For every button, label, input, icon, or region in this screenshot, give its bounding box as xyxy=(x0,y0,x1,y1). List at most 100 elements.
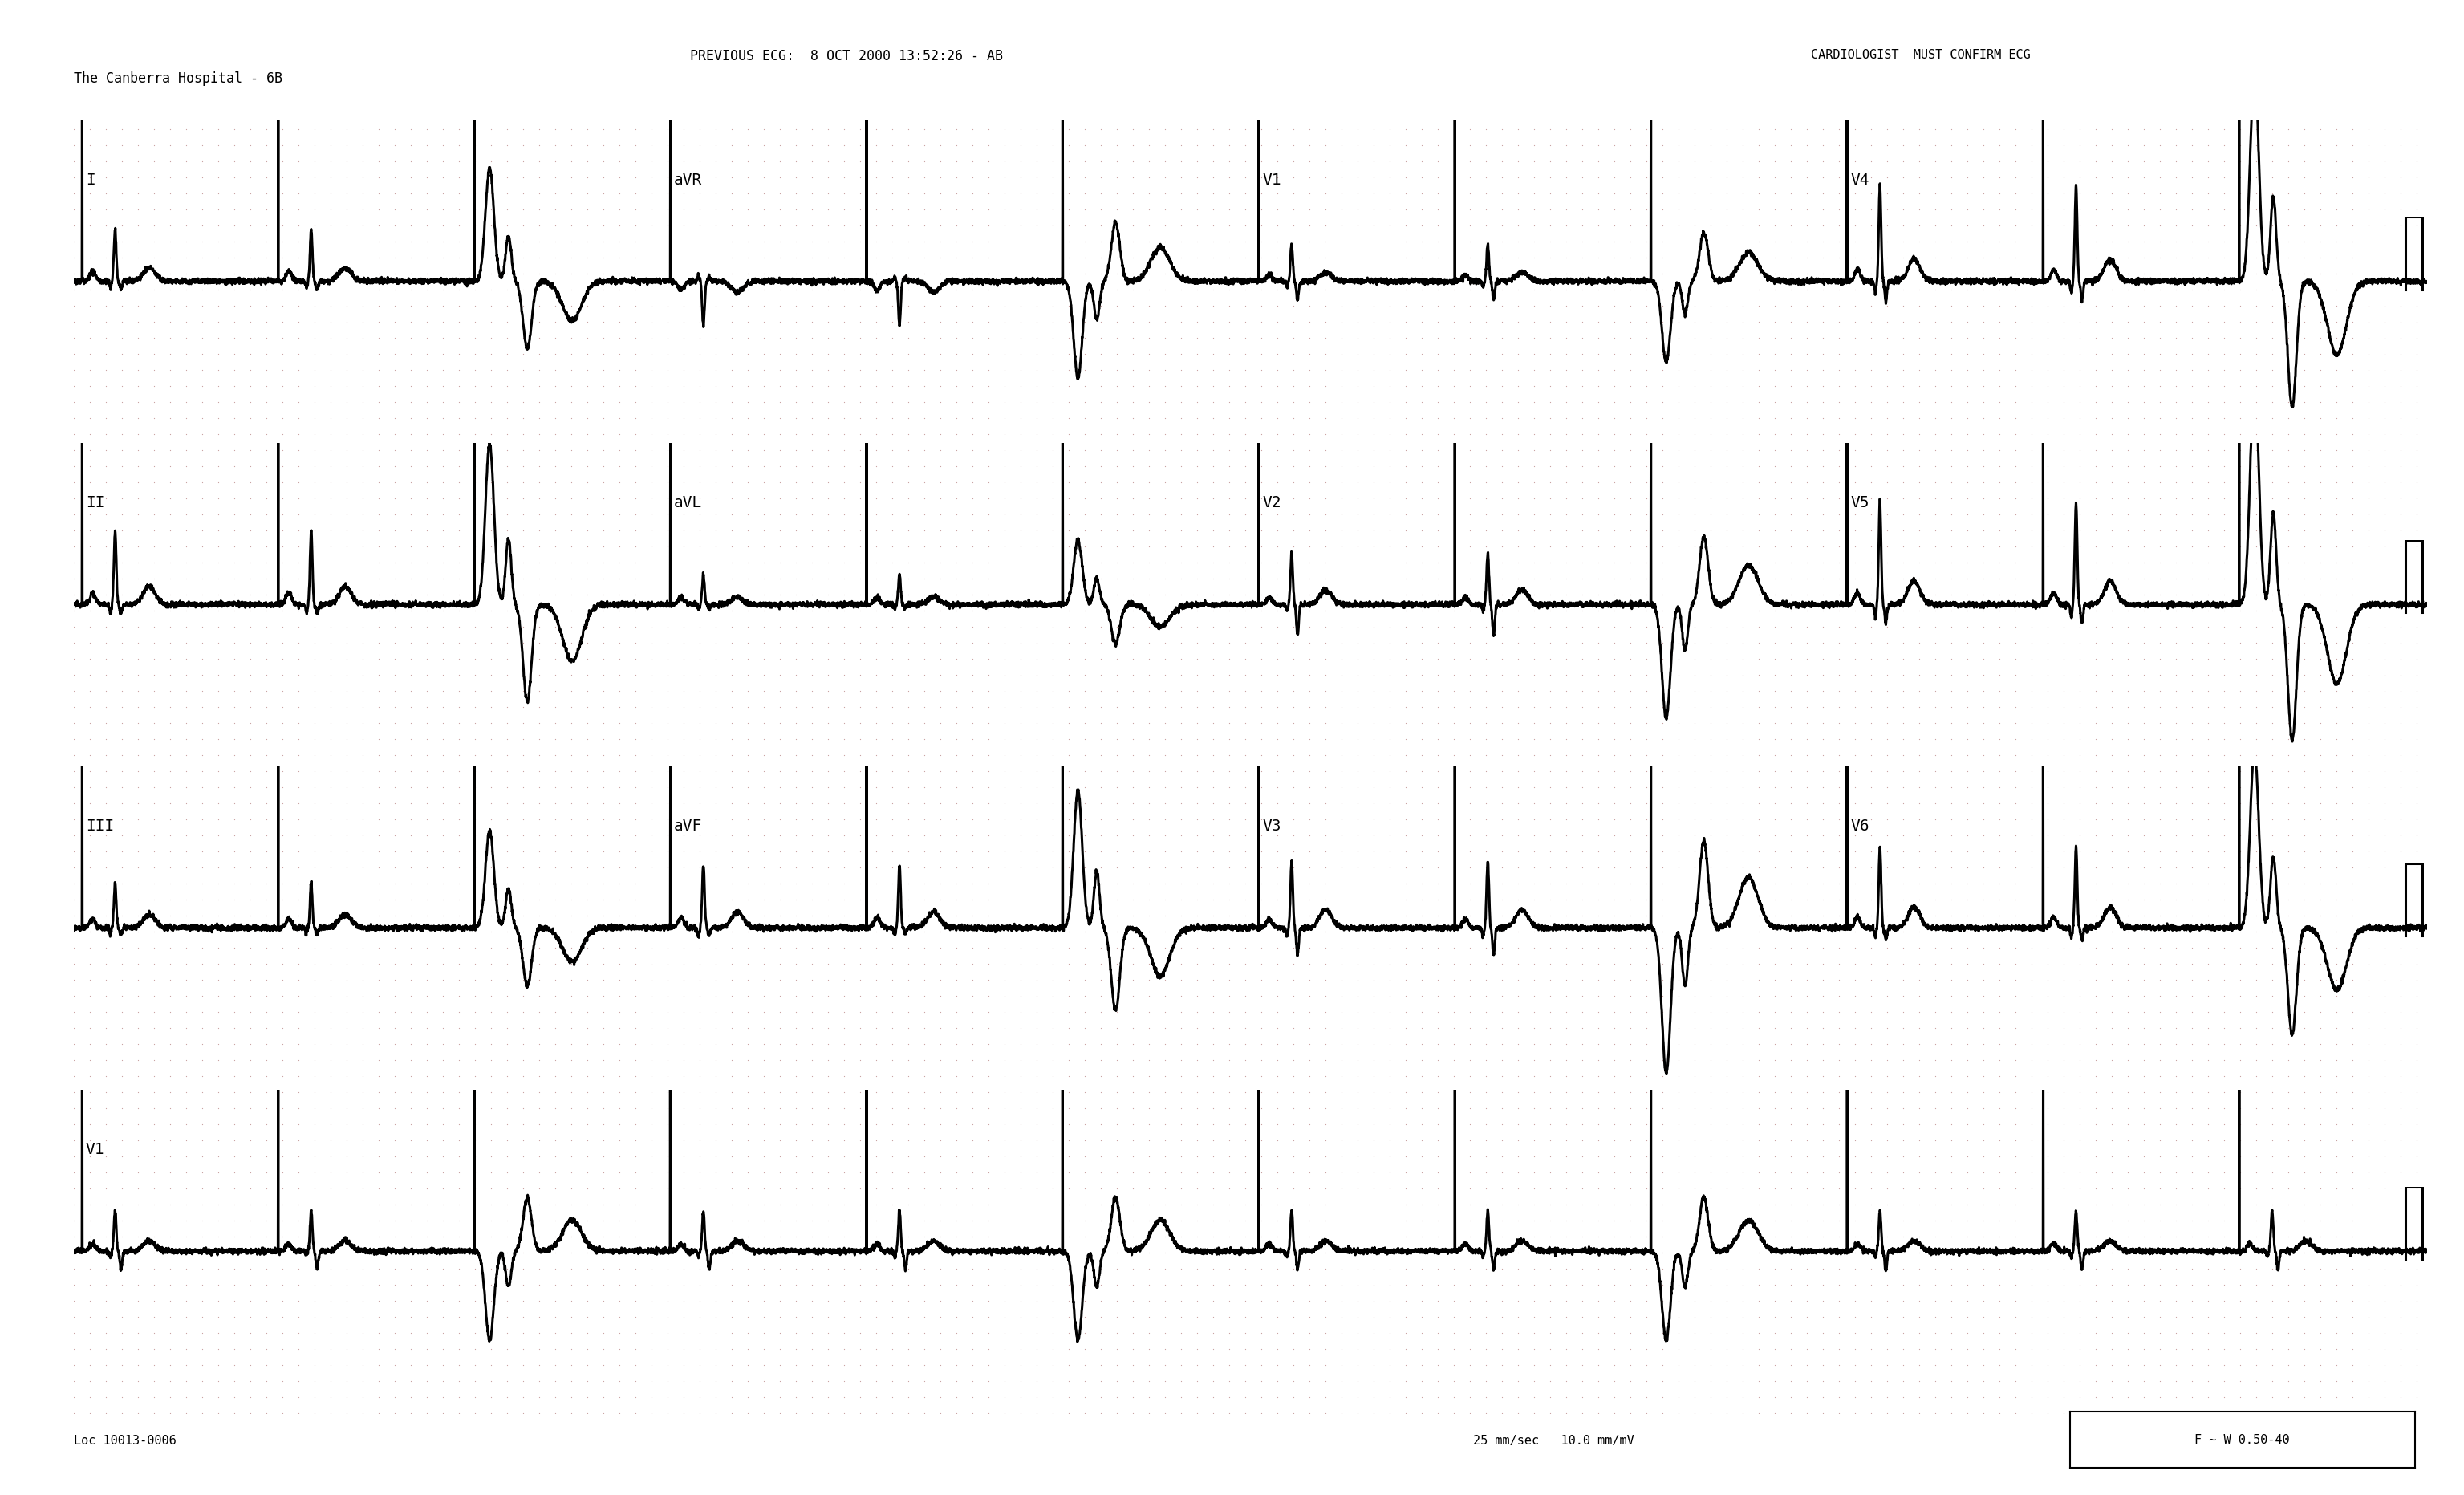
Point xyxy=(712,1015,752,1039)
Point xyxy=(2301,695,2341,719)
Point xyxy=(1242,309,1281,333)
Point xyxy=(1402,197,1441,221)
Point xyxy=(599,1079,638,1103)
Point xyxy=(1096,1160,1136,1184)
Point xyxy=(375,903,414,927)
Point xyxy=(1850,727,1890,750)
Point xyxy=(2333,727,2373,750)
Point xyxy=(697,1064,737,1088)
Point xyxy=(2220,1127,2259,1151)
Point xyxy=(2060,727,2099,750)
Point xyxy=(2269,872,2309,896)
Point xyxy=(168,1079,207,1103)
Point xyxy=(375,164,414,188)
Point xyxy=(2220,1208,2259,1232)
Point xyxy=(1836,197,1875,221)
Point xyxy=(375,1272,414,1296)
Point xyxy=(246,791,286,815)
Point xyxy=(2045,1127,2085,1151)
Point xyxy=(1338,903,1377,927)
Point xyxy=(890,951,929,975)
Point xyxy=(1932,1160,1971,1184)
Point xyxy=(103,550,143,574)
Point xyxy=(2156,117,2195,141)
Point xyxy=(968,727,1008,750)
Point xyxy=(552,743,591,767)
Point xyxy=(1338,1127,1377,1151)
Point xyxy=(2028,951,2067,975)
Point xyxy=(103,759,143,783)
Point xyxy=(136,1177,175,1200)
Point xyxy=(1498,1144,1538,1168)
Point xyxy=(392,150,431,173)
Point xyxy=(54,807,94,831)
Point xyxy=(1338,791,1377,815)
Point xyxy=(1355,309,1395,333)
Point xyxy=(648,438,687,462)
Point xyxy=(712,695,752,719)
Point xyxy=(2365,1096,2405,1120)
Point xyxy=(103,791,143,815)
Point xyxy=(1225,679,1264,703)
Point xyxy=(2124,727,2163,750)
Point xyxy=(1434,357,1473,381)
Point xyxy=(1515,855,1555,879)
Point xyxy=(1355,278,1395,302)
Point xyxy=(296,1272,335,1296)
Point xyxy=(567,1337,606,1360)
Point xyxy=(182,855,222,879)
Point xyxy=(296,454,335,478)
Point xyxy=(648,293,687,317)
Point xyxy=(278,133,318,157)
Point xyxy=(1146,710,1185,734)
Point xyxy=(150,727,190,750)
Point xyxy=(342,984,382,1008)
Point xyxy=(1289,903,1328,927)
Point xyxy=(697,1144,737,1168)
Point xyxy=(936,502,976,526)
Point xyxy=(904,1064,944,1088)
Point xyxy=(1064,582,1104,605)
Point xyxy=(872,374,912,398)
Point xyxy=(890,887,929,910)
Point xyxy=(103,438,143,462)
Point xyxy=(712,357,752,381)
Point xyxy=(2365,469,2405,493)
Point xyxy=(2173,550,2213,574)
Point xyxy=(71,326,111,350)
Point xyxy=(2348,1112,2388,1136)
Point xyxy=(1900,1305,1939,1329)
Point xyxy=(1932,293,1971,317)
Point xyxy=(2316,1192,2356,1215)
Point xyxy=(1064,133,1104,157)
Point xyxy=(648,710,687,734)
Point xyxy=(1483,774,1523,798)
Point xyxy=(1754,422,1794,446)
Point xyxy=(1338,486,1377,510)
Point xyxy=(1387,229,1427,253)
Point xyxy=(456,727,495,750)
Point xyxy=(631,1272,670,1296)
Point xyxy=(2173,534,2213,558)
Point xyxy=(1754,1224,1794,1248)
Point xyxy=(2252,1256,2292,1280)
Point xyxy=(1146,1272,1185,1296)
Point xyxy=(1547,197,1587,221)
Point xyxy=(1355,887,1395,910)
Point xyxy=(968,214,1008,238)
Point xyxy=(1466,807,1506,831)
Point xyxy=(2188,1272,2227,1296)
Point xyxy=(857,614,897,638)
Point xyxy=(1579,631,1619,655)
Point xyxy=(1643,903,1683,927)
Point xyxy=(2380,1112,2420,1136)
Point xyxy=(1562,150,1602,173)
Point xyxy=(2284,1369,2324,1393)
Point xyxy=(424,502,463,526)
Point xyxy=(439,679,478,703)
Point xyxy=(584,374,623,398)
Point xyxy=(599,214,638,238)
Point xyxy=(2237,357,2277,381)
Point xyxy=(1434,1079,1473,1103)
Point xyxy=(552,839,591,863)
